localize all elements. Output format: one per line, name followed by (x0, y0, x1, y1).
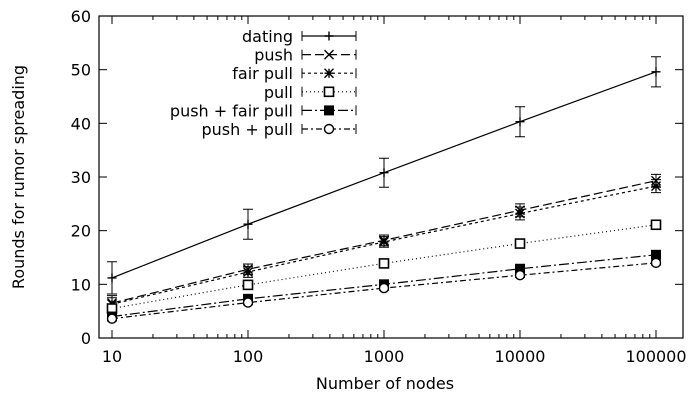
y-tick-label: 50 (71, 61, 91, 80)
data-point (242, 279, 254, 291)
data-point (650, 219, 662, 231)
data-point (514, 238, 526, 249)
data-point (106, 313, 118, 324)
legend-label: push (254, 46, 293, 65)
data-point (378, 282, 390, 294)
data-point (651, 67, 661, 77)
data-point (243, 219, 253, 229)
data-point (514, 270, 526, 281)
data-point (242, 297, 254, 308)
y-tick-label: 60 (71, 7, 91, 26)
x-axis-label: Number of nodes (316, 374, 454, 393)
data-point (651, 181, 661, 192)
y-tick-label: 40 (71, 114, 91, 133)
data-point (515, 117, 525, 127)
legend-errorbar (301, 86, 357, 97)
x-tick-label: 100 (233, 347, 264, 366)
series-group (106, 56, 662, 324)
legend-label: push + pull (201, 120, 293, 139)
x-tick-label: 10000 (495, 347, 546, 366)
series-line (111, 185, 657, 305)
plot-frame (98, 15, 684, 339)
legend-errorbar (301, 49, 357, 60)
y-tick-label: 0 (81, 329, 91, 348)
data-point (324, 68, 334, 79)
data-point (650, 257, 662, 269)
legend-label: push + fair pull (170, 101, 293, 120)
data-point (378, 258, 390, 269)
legend-label: pull (264, 83, 293, 102)
data-point (324, 49, 334, 60)
data-point (323, 123, 335, 135)
x-tick-label: 100000 (625, 347, 686, 366)
legend-errorbar (301, 124, 357, 134)
legend-errorbar (301, 68, 357, 79)
x-tick-label: 10 (102, 347, 122, 366)
axis-ticks: 0 10 20 30 40 50 60 10 100 1000 10000 100000 (71, 7, 687, 366)
data-point (324, 31, 334, 41)
legend-errorbar (301, 31, 357, 41)
y-tick-label: 20 (71, 222, 91, 241)
y-tick-label: 10 (71, 275, 91, 294)
data-point (243, 266, 253, 277)
data-point (515, 208, 525, 219)
x-tick-label: 1000 (364, 347, 405, 366)
series-line (111, 224, 657, 310)
y-axis-label: Rounds for rumor spreading (9, 65, 28, 289)
legend-errorbar (301, 105, 357, 116)
series-pull (106, 219, 662, 314)
legend-label: dating (242, 27, 293, 46)
data-point (324, 105, 334, 116)
legend-label: fair pull (232, 64, 293, 83)
data-point (379, 236, 389, 247)
data-point (107, 273, 117, 283)
data-point (379, 168, 389, 178)
data-point (323, 86, 335, 98)
series-push-pull (106, 257, 662, 324)
y-tick-label: 30 (71, 168, 91, 187)
series-dating (107, 56, 661, 295)
